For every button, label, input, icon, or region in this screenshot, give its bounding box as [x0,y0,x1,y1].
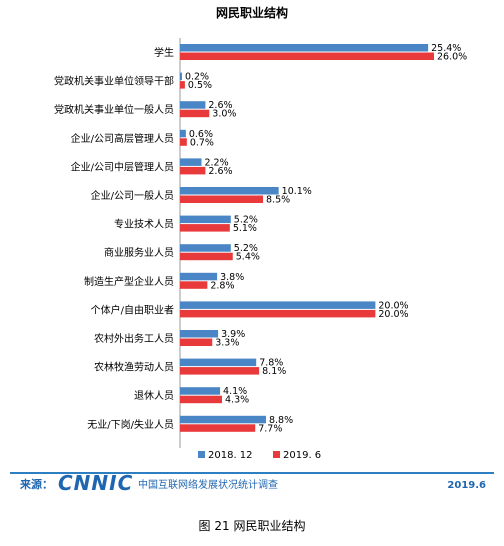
data-label: 2.2% [204,157,228,168]
bar [180,224,230,232]
bar [180,358,257,367]
legend-swatch [273,451,280,458]
figure-caption: 图 21 网民职业结构 [199,518,306,533]
bar [180,109,210,118]
bar [180,166,206,175]
bar [180,301,376,309]
data-label: 3.8% [220,272,244,283]
data-label: 5.1% [233,223,257,234]
data-label: 5.4% [236,252,260,263]
category-label: 个体户/自由职业者 [91,303,174,316]
category-label: 企业/公司一般人员 [91,189,174,202]
bars-group: 学生 25.4%26.0% 党政机关事业单位领导干部 0.2%0.5% 党政机关事业单位… [54,43,467,434]
bar [180,215,231,224]
data-label: 5.2% [234,243,258,254]
org-name: 中国互联网络发展状况统计调查 [138,478,278,491]
cnnic-logo: CNNIC [58,471,133,495]
data-label: 20.0% [378,309,408,320]
legend-label: 2019. 6 [283,450,321,461]
category-label: 农林牧渔劳动人员 [94,361,174,374]
data-label: 3.0% [212,109,236,120]
data-label: 25.4% [431,43,461,54]
bar [180,195,264,203]
data-label: 10.1% [282,186,312,197]
category-label: 农村外出务工人员 [94,332,174,345]
bar [180,187,279,195]
data-label: 8.8% [269,415,293,426]
data-label: 7.8% [259,358,283,369]
category-label: 退休人员 [134,390,174,402]
bar [180,338,213,346]
data-label: 8.5% [266,195,290,206]
bar [180,101,206,109]
category-label: 党政机关事业单位领导干部 [54,75,174,88]
data-label: 0.6% [189,129,213,140]
bar [180,138,187,146]
bar [180,415,266,424]
category-label: 企业/公司高层管理人员 [71,132,174,145]
category-label: 学生 [154,46,174,59]
bar [180,158,202,166]
category-label: 专业技术人员 [114,218,174,231]
footer-date: 2019.6 [447,480,486,491]
data-label: 5.2% [234,215,258,226]
data-label: 2.6% [208,100,232,111]
bar [180,272,218,281]
bar [180,52,434,60]
data-label: 7.7% [258,423,282,434]
data-label: 4.1% [223,386,247,397]
data-label: 0.7% [190,137,214,148]
chart-title: 网民职业结构 [216,5,288,20]
bar [180,281,208,289]
data-label: 2.6% [208,166,232,177]
category-label: 企业/公司中层管理人员 [71,160,174,173]
bar [180,81,185,89]
legend: 2018. 12 2019. 6 [198,450,321,461]
category-label: 党政机关事业单位一般人员 [54,103,174,116]
data-label: 3.3% [215,338,239,349]
bar [180,330,219,338]
data-label: 2.8% [210,280,234,291]
data-label: 26.0% [437,52,467,63]
data-label: 0.2% [185,72,209,83]
bar [180,252,233,261]
data-label: 20.0% [378,300,408,311]
bar [180,309,376,318]
bar [180,395,223,404]
data-label: 3.9% [221,329,245,340]
bar [180,72,182,81]
bar [180,424,256,432]
category-label: 无业/下岗/失业人员 [87,418,174,431]
category-label: 商业服务业人员 [104,246,174,259]
bar [180,244,231,252]
legend-swatch [198,451,205,458]
bar [180,367,260,375]
bar [180,129,186,138]
legend-label: 2018. 12 [208,450,253,461]
data-label: 4.3% [225,395,249,406]
data-label: 8.1% [262,366,286,377]
data-label: 0.5% [188,80,212,91]
bar [180,44,429,52]
bar [180,387,221,395]
category-label: 制造生产型企业人员 [84,275,174,288]
source-label: 来源： [19,477,53,491]
